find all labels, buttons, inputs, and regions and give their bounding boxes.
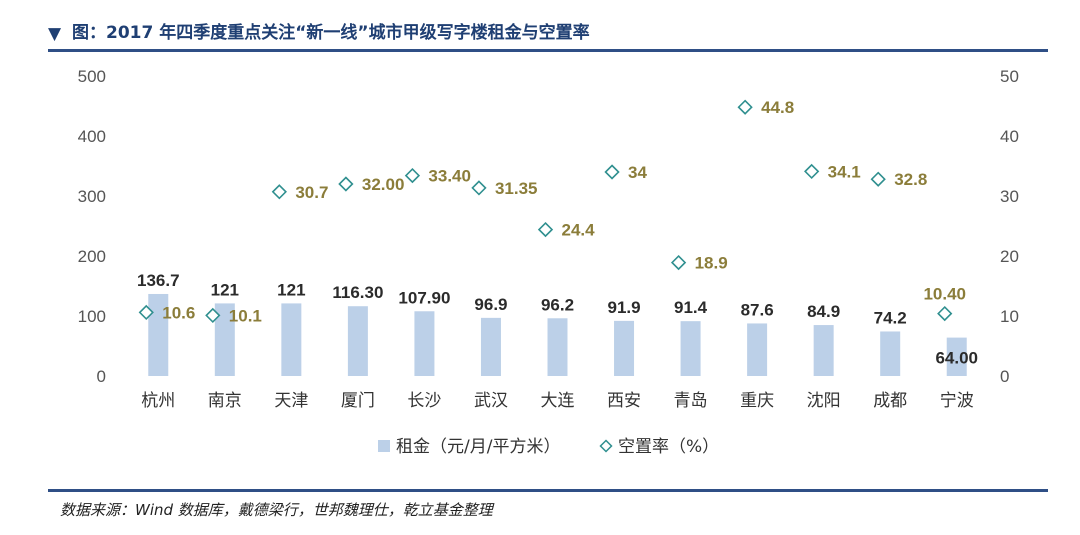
vacancy-rate-data-label: 34.1 (828, 162, 861, 181)
vacancy-rate-data-label: 10.1 (229, 306, 262, 325)
vacancy-rate-data-label: 32.8 (894, 170, 927, 189)
rent-data-label: 107.90 (398, 288, 450, 307)
vacancy-rate-marker (537, 221, 554, 238)
vacancy-rate-marker (670, 254, 687, 271)
x-axis-category-label: 重庆 (740, 391, 774, 411)
rent-data-label: 74.2 (874, 308, 907, 327)
x-axis-category-label: 南京 (208, 391, 242, 411)
vacancy-rate-marker (604, 164, 620, 180)
rent-bar (414, 311, 435, 376)
x-axis-category-label: 长沙 (407, 391, 441, 411)
y-axis-tick-label: 400 (78, 127, 106, 146)
source-note: 数据来源：Wind 数据库，戴德梁行，世邦魏理仕，乾立基金整理 (60, 501, 493, 519)
y2-axis-tick-label: 40 (1000, 127, 1019, 146)
rent-bar (614, 320, 635, 376)
y-axis-tick-label: 0 (97, 367, 106, 386)
y-axis-tick-label: 300 (78, 187, 106, 206)
y2-axis-tick-label: 50 (1000, 67, 1019, 86)
rent-bar (547, 318, 568, 376)
source-divider (48, 489, 1048, 492)
x-axis-category-label: 武汉 (474, 391, 508, 411)
vacancy-rate-data-label: 44.8 (761, 98, 794, 117)
x-axis-category-label: 青岛 (674, 391, 708, 411)
x-axis-category-label: 天津 (274, 391, 308, 411)
x-axis-category-label: 成都 (873, 391, 907, 411)
rent-bar (148, 293, 169, 376)
y2-axis-tick-label: 20 (1000, 247, 1019, 266)
rent-bar (680, 321, 701, 376)
rent-bar (281, 303, 302, 376)
rent-data-label: 87.6 (741, 300, 774, 319)
combo-chart: 0 100 200 300 400 500 0 10 20 30 40 50 杭州 南京 天津 厦门 长沙 武汉 大… (78, 67, 1019, 457)
rent-data-label: 64.00 (935, 349, 978, 368)
rent-data-label: 96.9 (474, 295, 507, 314)
rent-bar (880, 331, 901, 376)
rent-data-label: 121 (277, 280, 305, 299)
rent-data-label: 116.30 (332, 283, 383, 302)
x-axis-category-label: 大连 (541, 391, 575, 411)
y-axis-tick-label: 100 (78, 307, 106, 326)
rent-bar (347, 306, 368, 376)
vacancy-rate-data-label: 34 (628, 163, 647, 182)
rent-bar (214, 303, 235, 376)
legend-label-vacancy-rate: 空置率（%） (618, 437, 719, 457)
legend-label-rent: 租金（元/月/平方米） (396, 437, 560, 457)
rent-data-label: 91.4 (674, 298, 708, 317)
rent-data-label: 91.9 (607, 298, 640, 317)
rent-data-label: 121 (211, 280, 239, 299)
vacancy-rate-data-label: 10.40 (923, 285, 966, 304)
x-axis-category-label: 宁波 (940, 391, 974, 411)
rent-bar (813, 325, 834, 376)
vacancy-rate-data-label: 24.4 (562, 221, 596, 240)
vacancy-rate-marker (271, 184, 287, 200)
vacancy-rate-marker (804, 163, 820, 180)
rent-bar (480, 317, 501, 376)
vacancy-rate-data-label: 33.40 (428, 167, 471, 186)
triangle-down-icon: ▼ (48, 24, 62, 44)
y2-axis-tick-label: 30 (1000, 187, 1019, 206)
rent-bar (946, 337, 967, 376)
rent-data-label: 96.2 (541, 295, 574, 314)
y2-axis-tick-label: 10 (1000, 307, 1019, 326)
x-axis-category-label: 西安 (607, 391, 641, 411)
x-axis-category-label: 杭州 (141, 391, 175, 411)
vacancy-rate-data-label: 10.6 (162, 303, 195, 322)
vacancy-rate-marker (471, 180, 487, 196)
chart-title-bar: ▼ 图：2017 年四季度重点关注“新一线”城市甲级写字楼租金与空置率 (48, 18, 1048, 50)
vacancy-rate-data-label: 30.7 (295, 183, 328, 202)
vacancy-rate-marker (737, 99, 753, 115)
vacancy-rate-marker (404, 167, 421, 184)
vacancy-rate-marker (138, 304, 154, 321)
x-axis-category-label: 厦门 (341, 391, 375, 411)
vacancy-rate-data-label: 31.35 (495, 179, 538, 198)
vacancy-rate-marker (870, 171, 886, 187)
title-divider (48, 49, 1048, 52)
x-axis-category-label: 沈阳 (807, 391, 841, 411)
vacancy-rate-marker (338, 176, 354, 192)
y-axis-tick-label: 500 (78, 67, 106, 86)
vacancy-rate-marker (937, 305, 953, 322)
y2-axis-tick-label: 0 (1000, 367, 1009, 386)
rent-data-label: 84.9 (807, 302, 840, 321)
vacancy-rate-data-label: 32.00 (362, 175, 405, 194)
chart-title: 图：2017 年四季度重点关注“新一线”城市甲级写字楼租金与空置率 (72, 23, 590, 43)
rent-data-label: 136.7 (137, 271, 180, 290)
legend-swatch-rent (378, 440, 390, 452)
legend-swatch-vacancy-rate (599, 439, 613, 453)
vacancy-rate-marker (205, 307, 221, 324)
vacancy-rate-data-label: 18.9 (695, 254, 728, 273)
y-axis-tick-label: 200 (78, 247, 106, 266)
rent-bar (747, 323, 768, 376)
